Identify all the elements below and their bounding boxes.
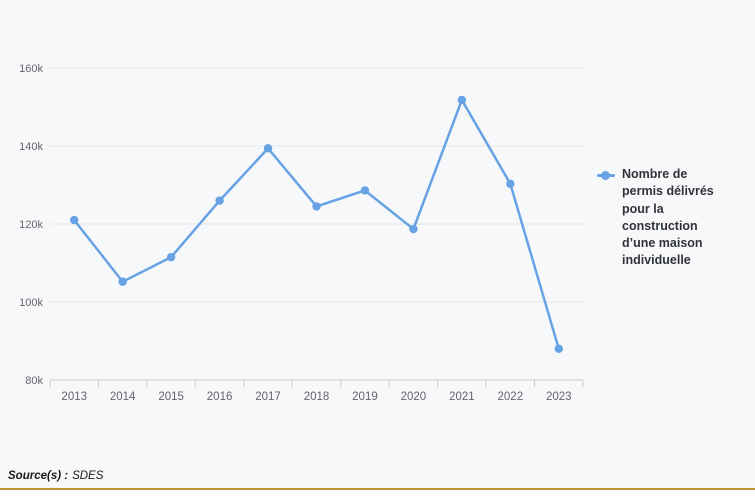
x-axis-tick-label: 2022 <box>498 391 524 403</box>
x-axis-tick-label: 2013 <box>61 391 87 403</box>
x-axis-tick-label: 2014 <box>110 391 136 403</box>
x-axis-tick-label: 2016 <box>207 391 233 403</box>
y-axis-tick-label: 140k <box>19 141 43 153</box>
x-axis-tick-label: 2017 <box>255 391 281 403</box>
x-axis-tick-label: 2023 <box>546 391 572 403</box>
x-axis-tick-label: 2021 <box>449 391 475 403</box>
x-axis-tick-label: 2018 <box>304 391 330 403</box>
data-point-2013[interactable] <box>70 215 79 225</box>
data-point-2015[interactable] <box>166 252 176 262</box>
source-value: SDES <box>72 470 104 482</box>
data-point-2021[interactable] <box>457 95 467 105</box>
legend-item[interactable]: Nombre de permis délivrés pour la constr… <box>597 166 727 270</box>
accent-divider <box>0 488 755 490</box>
x-axis-tick-label: 2020 <box>401 391 427 403</box>
data-point-2016[interactable] <box>215 196 224 205</box>
data-point-2014[interactable] <box>118 277 127 286</box>
data-point-2023[interactable] <box>554 344 563 353</box>
source-prefix: Source(s) : <box>8 470 69 482</box>
legend-line-marker-icon <box>597 167 615 183</box>
y-axis-tick-label: 160k <box>19 63 43 75</box>
data-point-2018[interactable] <box>312 202 321 211</box>
data-point-2020[interactable] <box>409 224 418 234</box>
data-point-2017[interactable] <box>263 144 273 153</box>
y-axis-tick-label: 100k <box>19 297 43 309</box>
footer-strip <box>0 490 755 500</box>
data-point-2022[interactable] <box>506 179 515 189</box>
source-note: Source(s) : SDES <box>8 470 103 482</box>
y-axis-tick-label: 80k <box>25 375 43 387</box>
x-axis-tick-label: 2019 <box>352 391 378 403</box>
x-axis-tick-label: 2015 <box>158 391 184 403</box>
legend: Nombre de permis délivrés pour la constr… <box>597 166 727 270</box>
legend-label: Nombre de permis délivrés pour la constr… <box>622 167 714 268</box>
data-point-2019[interactable] <box>360 186 370 195</box>
y-axis-tick-label: 120k <box>19 219 43 231</box>
line-chart: 80k 100k 120k 140k 160k 2013 2014 2015 2016 2017 2… <box>19 63 584 403</box>
